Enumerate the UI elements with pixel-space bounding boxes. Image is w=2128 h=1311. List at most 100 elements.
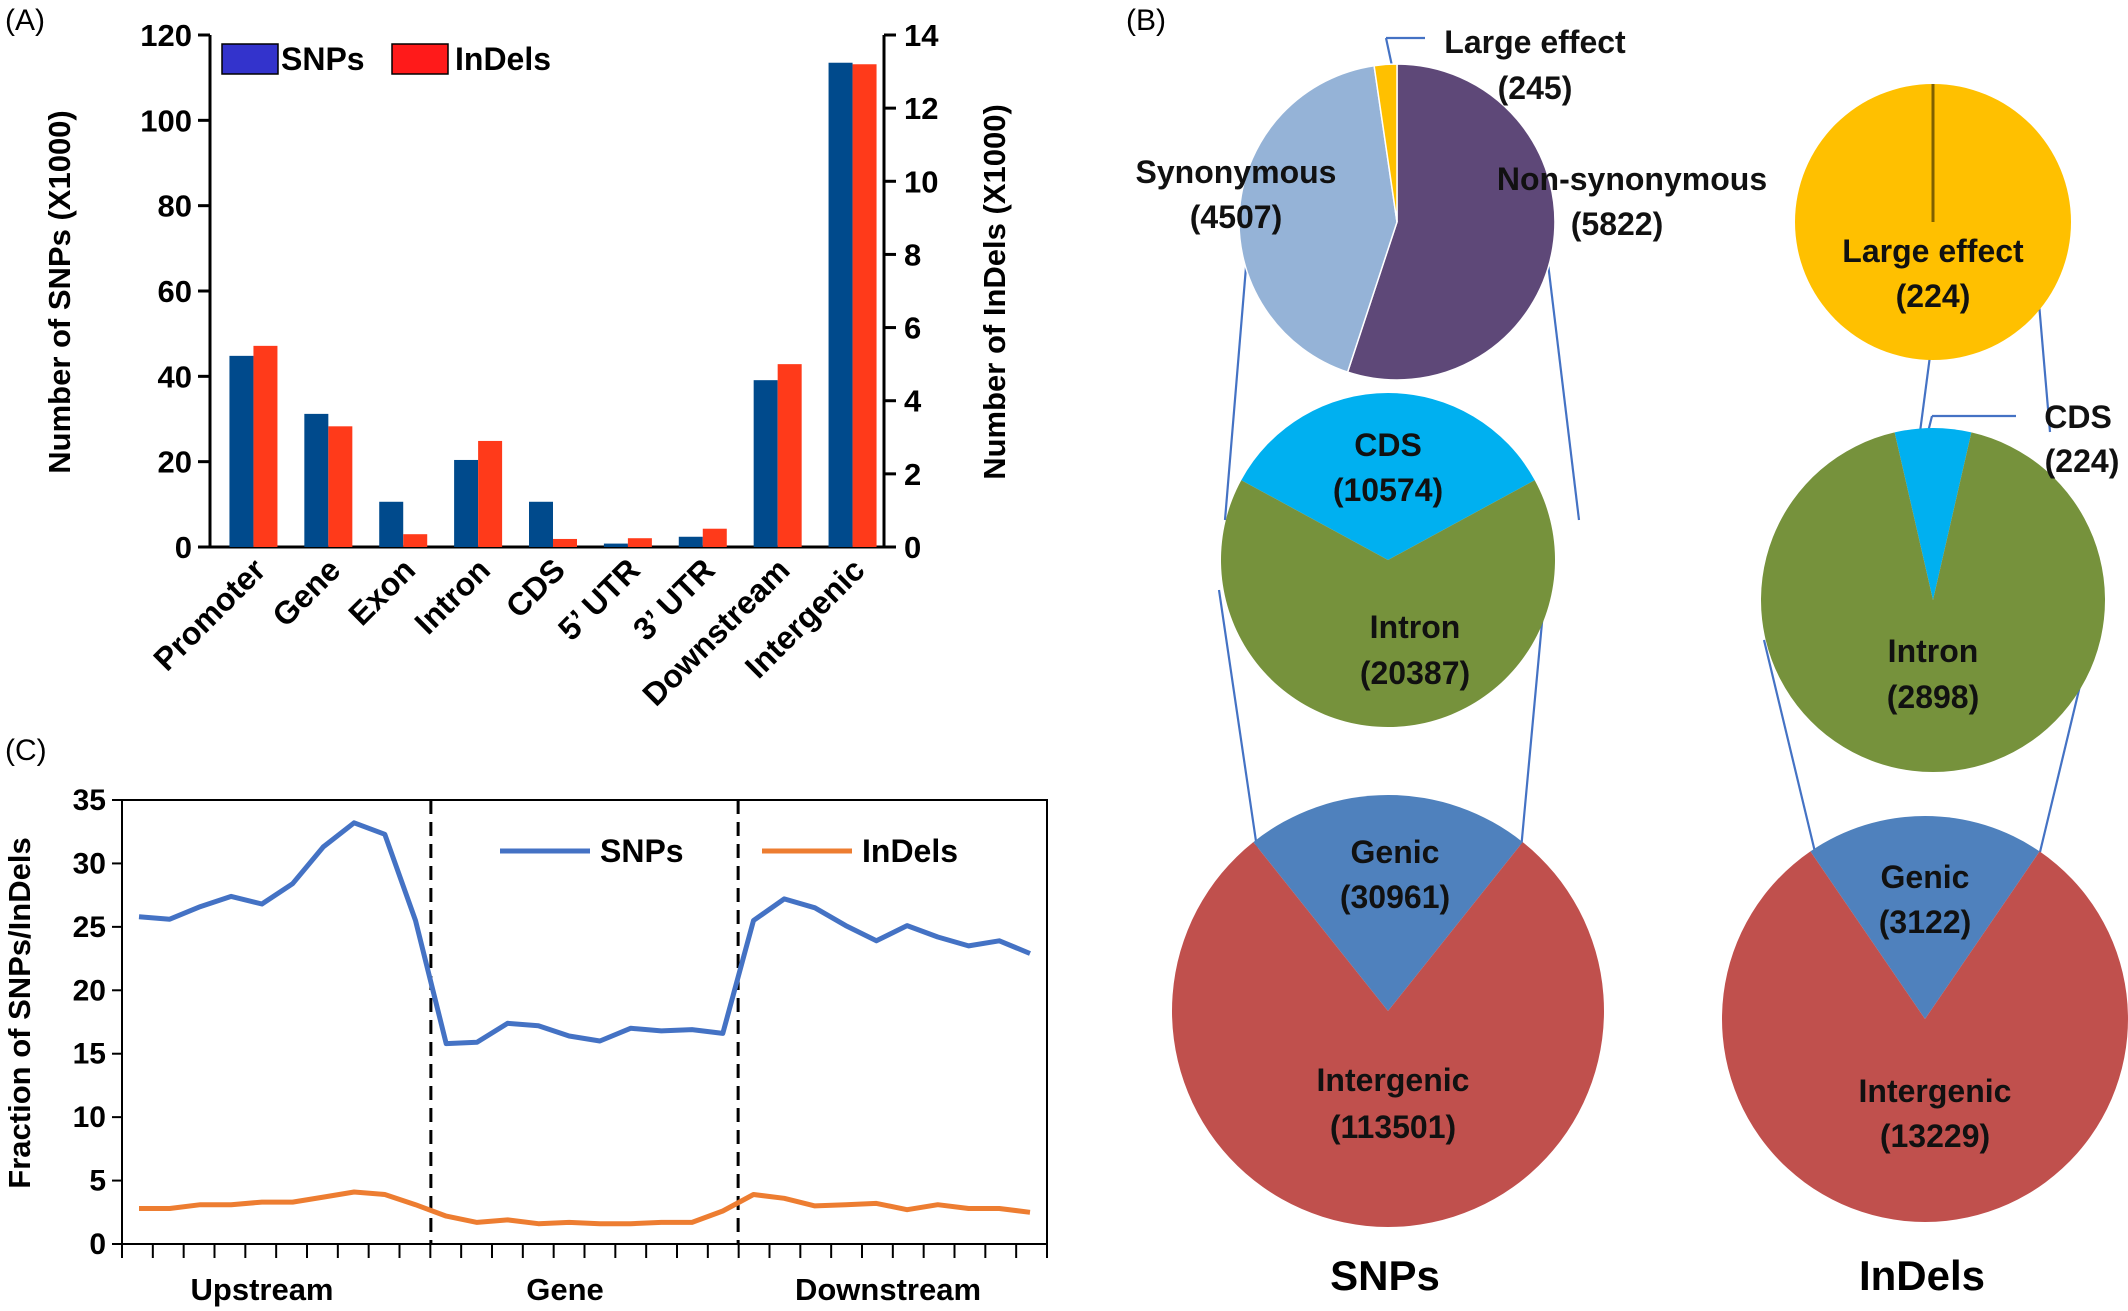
snps-genome-pie: [1172, 794, 1605, 1227]
value-intron-indels: (2898): [1887, 679, 1980, 715]
series-line-snps: [138, 820, 1031, 1047]
slice-intron: [1221, 480, 1556, 728]
snps-group-label: SNPs: [1330, 1252, 1440, 1299]
bar-snps: [454, 459, 479, 547]
legend-label-indels: InDels: [862, 833, 958, 869]
y-tick-label: 25: [73, 911, 106, 944]
category-label: Gene: [265, 551, 347, 633]
slice-genic-indels: [1810, 815, 2040, 1019]
label-cds: CDS: [1354, 427, 1422, 463]
right-y-ticks: 0 2 4 6 8 10 12 14: [884, 18, 939, 565]
slice-intergenic-indels: [1722, 851, 2128, 1222]
legend: SNPs InDels: [221, 41, 551, 77]
right-tick-label: 14: [904, 18, 939, 53]
category-label: Exon: [341, 551, 422, 632]
y-tick-label: 15: [73, 1038, 106, 1071]
value-intergenic-indels: (13229): [1880, 1118, 1990, 1154]
value-intergenic: (113501): [1330, 1109, 1456, 1145]
bar-snps: [828, 62, 853, 547]
y-ticks: 0 5 10 15 20 25 30 35: [73, 784, 122, 1261]
bar-snps: [678, 536, 703, 547]
right-tick-label: 10: [904, 164, 938, 199]
left-y-axis-title: Number of SNPs (X1000): [42, 110, 77, 474]
slice-intergenic: [1172, 842, 1605, 1227]
bar-indels: [403, 534, 428, 547]
label-synonymous: Synonymous: [1136, 154, 1337, 190]
x-minor-ticks: [121, 1244, 1048, 1258]
panel-b-label: (B): [1126, 4, 1166, 37]
segment-label-downstream: Downstream: [795, 1272, 981, 1307]
bar-snps: [229, 355, 254, 547]
label-large-effect: Large effect: [1444, 24, 1626, 60]
left-tick-label: 100: [140, 103, 192, 138]
left-tick-label: 40: [158, 359, 192, 394]
segment-label-upstream: Upstream: [191, 1272, 334, 1307]
value-large-effect: (245): [1498, 70, 1573, 106]
label-intron-indels: Intron: [1888, 633, 1979, 669]
right-tick-label: 6: [904, 311, 921, 346]
bar-snps: [379, 501, 404, 547]
left-tick-label: 80: [158, 189, 192, 224]
snps-genic-pie: [1221, 393, 1556, 728]
slice-cds: [1241, 393, 1535, 560]
value-non-synonymous: (5822): [1571, 206, 1664, 242]
segment-label-gene: Gene: [526, 1272, 604, 1307]
series-line-indels: [139, 1189, 1031, 1227]
bar-indels: [777, 364, 802, 547]
indels-genic-pie: [1761, 428, 2105, 773]
slice-intron-indels: [1761, 432, 2105, 773]
panel-a-label: (A): [5, 4, 45, 37]
legend-label-indels: InDels: [455, 41, 551, 77]
value-large-effect-indels: (224): [1896, 278, 1971, 314]
label-genic: Genic: [1351, 834, 1440, 870]
value-cds-indels: (224): [2045, 443, 2120, 479]
value-cds: (10574): [1333, 472, 1443, 508]
indels-group-label: InDels: [1859, 1252, 1985, 1299]
legend-swatch-snps: [221, 43, 279, 75]
slice-synonymous: [1238, 64, 1398, 374]
bar-snps: [529, 501, 553, 547]
bars: [229, 62, 877, 547]
bar-indels: [627, 538, 652, 547]
y-tick-label: 30: [73, 847, 106, 880]
left-tick-label: 20: [158, 445, 192, 480]
legend-label-snps: SNPs: [281, 41, 365, 77]
left-tick-label: 60: [158, 274, 192, 309]
category-label: Intron: [408, 551, 498, 641]
value-intron: (20387): [1360, 655, 1470, 691]
y-tick-label: 20: [73, 974, 106, 1007]
right-tick-label: 8: [904, 237, 921, 272]
bar-snps: [753, 380, 778, 547]
category-label: 5’ UTR: [551, 551, 647, 647]
left-tick-label: 120: [140, 18, 192, 53]
category-label: Promoter: [146, 551, 272, 677]
legend: SNPs InDels: [500, 833, 958, 869]
label-large-effect-indels: Large effect: [1842, 233, 2024, 269]
label-intron: Intron: [1370, 609, 1461, 645]
legend-swatch-indels: [391, 43, 449, 75]
right-y-axis-title: Number of InDels (X1000): [977, 104, 1012, 480]
label-intergenic-indels: Intergenic: [1859, 1073, 2012, 1109]
bar-snps: [603, 543, 628, 547]
value-genic: (30961): [1340, 879, 1450, 915]
right-tick-label: 12: [904, 91, 938, 126]
bar-indels: [253, 345, 278, 547]
bar-indels: [553, 538, 577, 547]
value-synonymous: (4507): [1190, 199, 1283, 235]
panel-b-pie-charts: (B): [1126, 4, 2128, 1299]
label-intergenic: Intergenic: [1317, 1062, 1470, 1098]
panel-c-label: (C): [5, 734, 47, 767]
bar-snps: [304, 413, 329, 547]
bar-indels: [478, 440, 503, 547]
bar-indels: [852, 64, 877, 547]
slice-cds-indels: [1894, 428, 1972, 600]
y-tick-label: 10: [73, 1101, 106, 1134]
indels-genome-pie: [1722, 815, 2128, 1222]
panel-c-line-chart: (C) 0 5 10 15 20 25 30 35 SNPs InDels Fraction …: [2, 734, 1048, 1307]
panel-a-bar-chart: (A) 0 20 40 60 80 100 120 0 2 4 6 8 10 12 14 Promoter…: [5, 4, 1012, 713]
right-tick-label: 0: [904, 530, 921, 565]
label-cds-indels: CDS: [2044, 399, 2112, 435]
y-tick-label: 35: [73, 784, 106, 817]
